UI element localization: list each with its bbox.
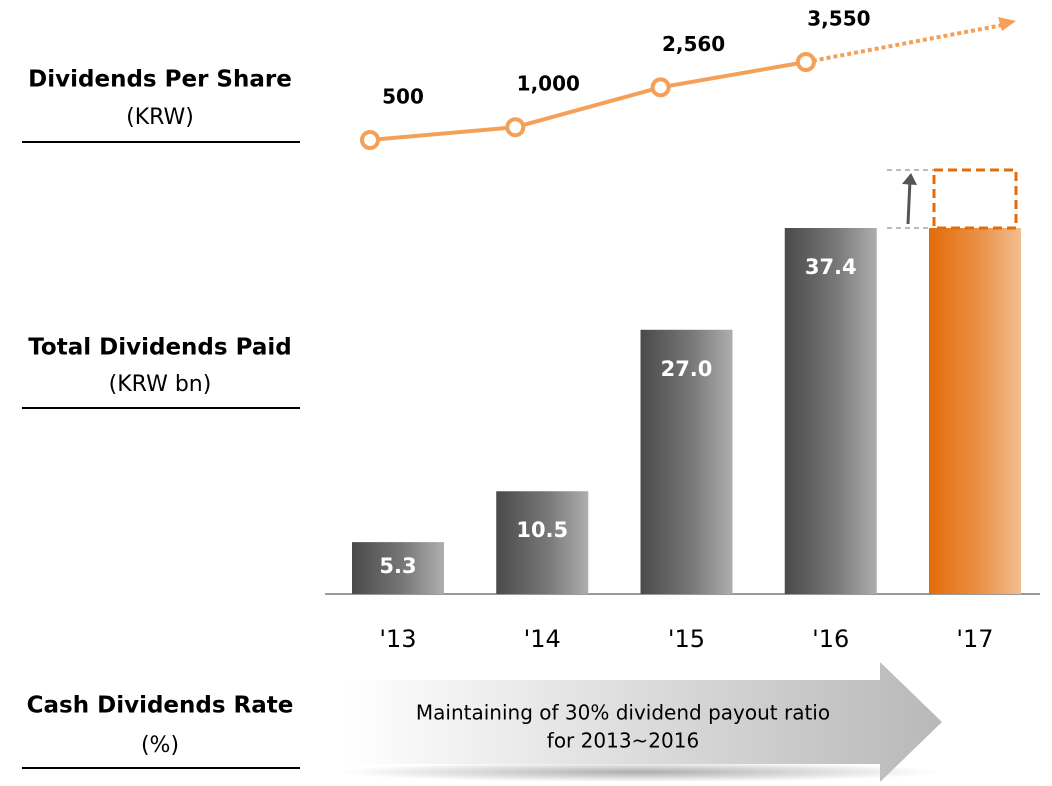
bar [929,228,1021,594]
dps-title: Dividends Per Share [28,67,292,93]
trend-arrow [805,23,1004,64]
note-line: Maintaining of 30% dividend payout ratio [416,701,830,725]
x-tick-label: '17 [956,625,993,653]
x-tick-label: '13 [379,625,416,653]
bar [352,542,444,594]
trend-arrow-head [998,17,1016,31]
point-value-label: 3,550 [807,7,870,31]
marker [795,52,816,72]
bar [784,228,877,594]
projected-box [932,168,1018,230]
bar [640,329,733,594]
line [369,60,807,142]
point-value-label: 1,000 [517,72,580,96]
bar-value-label: 37.4 [805,255,857,279]
marker [360,130,380,150]
point-value-label: 500 [382,85,424,109]
x-tick-label: '14 [524,625,561,653]
increase-arrow [906,179,912,225]
bar-value-label: 5.3 [379,554,416,578]
marker [505,117,526,138]
tdp-unit: (KRW bn) [109,372,212,397]
bar-value-label: 10.5 [516,518,568,542]
arrow-shadow [340,762,940,782]
dps-unit: (KRW) [126,105,194,130]
rate-title: Cash Dividends Rate [27,693,294,719]
bar-value-label: 27.0 [661,357,713,381]
x-tick-label: '16 [812,625,849,653]
increase-arrow-head [902,173,917,185]
marker [650,77,671,98]
note-line: for 2013~2016 [547,729,699,753]
rate-unit: (%) [141,733,179,758]
tdp-title: Total Dividends Paid [28,335,291,361]
banner-arrow [345,662,942,782]
bar [496,491,589,594]
side-labels: Dividends Per Share (KRW) Total Dividend… [22,67,300,769]
x-tick-label: '15 [668,625,705,653]
point-value-label: 2,560 [662,32,725,56]
